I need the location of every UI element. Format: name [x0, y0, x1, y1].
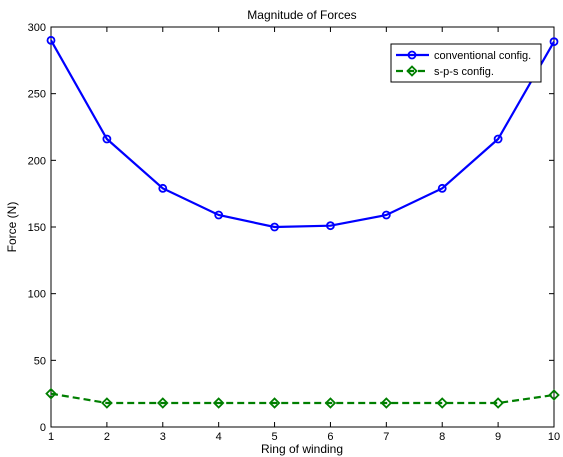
- y-tick-label: 150: [28, 222, 46, 234]
- y-tick-label: 50: [34, 355, 46, 367]
- x-tick-label: 2: [104, 431, 110, 443]
- chart-title: Magnitude of Forces: [247, 8, 356, 22]
- y-tick-label: 250: [28, 89, 46, 101]
- x-tick-label: 6: [327, 431, 333, 443]
- x-axis-label: Ring of winding: [261, 442, 343, 456]
- x-tick-label: 1: [48, 431, 54, 443]
- y-tick-label: 100: [28, 289, 46, 301]
- y-tick-label: 300: [28, 22, 46, 34]
- x-tick-label: 4: [216, 431, 222, 443]
- x-tick-label: 9: [495, 431, 501, 443]
- legend: conventional config. s-p-s config.: [391, 44, 541, 82]
- x-tick-label: 8: [439, 431, 445, 443]
- x-tick-label: 5: [271, 431, 277, 443]
- legend-label: s-p-s config.: [434, 66, 494, 78]
- x-tick-label: 7: [383, 431, 389, 443]
- x-tick-label: 3: [160, 431, 166, 443]
- y-tick-label: 200: [28, 155, 46, 167]
- y-axis-label: Force (N): [5, 202, 19, 253]
- legend-label: conventional config.: [434, 50, 531, 62]
- y-tick-label: 0: [40, 422, 46, 434]
- x-tick-label: 10: [548, 431, 560, 443]
